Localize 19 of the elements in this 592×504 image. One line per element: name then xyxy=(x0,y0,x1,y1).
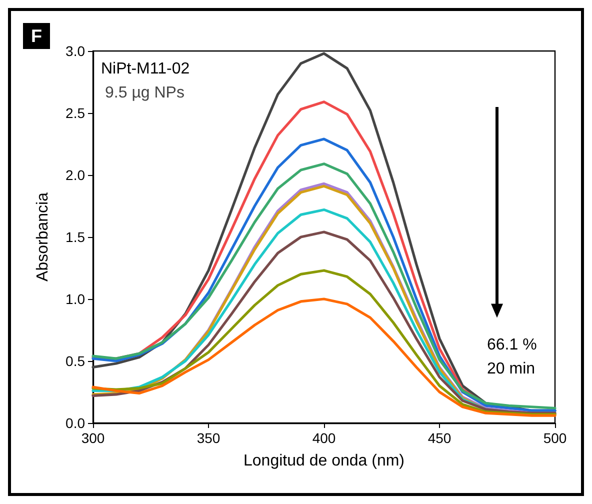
x-tick-label: 300 xyxy=(81,430,105,446)
annotation: 9.5 µg NPs xyxy=(105,84,184,102)
x-axis-title: Longitud de onda (nm) xyxy=(244,452,404,470)
annotation: 66.1 % 20 min xyxy=(487,336,537,378)
y-tick-label: 3.0 xyxy=(66,43,86,59)
y-axis-title: Absorbancia xyxy=(34,192,52,282)
y-tick-label: 1.5 xyxy=(66,229,86,245)
annotation: NiPt-M11-02 xyxy=(101,60,190,78)
y-tick-label: 2.0 xyxy=(66,167,86,183)
x-tick-label: 400 xyxy=(312,430,336,446)
x-tick-label: 450 xyxy=(428,430,452,446)
text: F xyxy=(31,26,42,46)
y-tick-label: 2.5 xyxy=(66,105,86,121)
y-tick-label: 1.0 xyxy=(66,291,86,307)
x-tick-label: 500 xyxy=(543,430,567,446)
line-series xyxy=(92,298,556,417)
y-tick-label: 0.5 xyxy=(66,353,86,369)
x-tick-label: 350 xyxy=(196,430,220,446)
y-tick-label: 0.0 xyxy=(66,415,86,431)
